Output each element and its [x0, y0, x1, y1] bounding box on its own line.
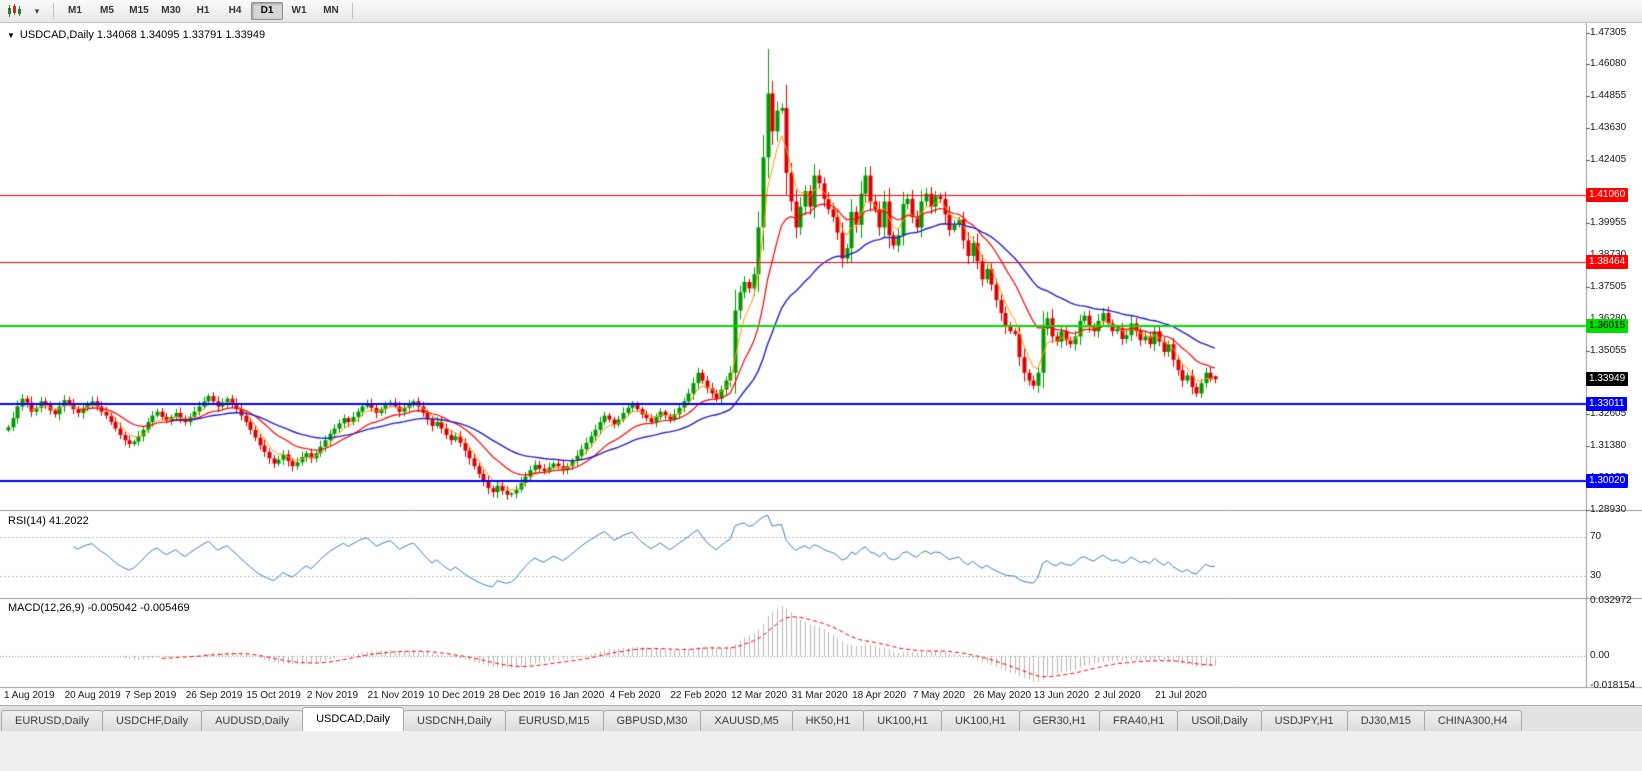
- timeframe-button-m30[interactable]: M30: [161, 5, 181, 16]
- date-axis-label: 15 Oct 2019: [246, 690, 301, 701]
- chart-tab-uk100-h1[interactable]: UK100,H1: [941, 710, 1020, 731]
- price-axis-tick: 1.28930: [1590, 503, 1627, 515]
- rsi-axis-tick: 30: [1590, 569, 1602, 581]
- chart-tab-uk100-h1[interactable]: UK100,H1: [863, 710, 943, 731]
- date-axis-label: 1 Aug 2019: [4, 690, 55, 701]
- date-axis-label: 13 Jun 2020: [1033, 690, 1089, 701]
- chart-tab-eurusd-m15[interactable]: EURUSD,M15: [504, 710, 604, 731]
- price-axis-tick: 1.38730: [1590, 249, 1626, 261]
- hline-price-tag: 1.33011: [1586, 396, 1628, 411]
- chart-tab-gbpusd-m30[interactable]: GBPUSD,M30: [602, 710, 702, 731]
- price-axis-tick: 1.35055: [1590, 344, 1627, 356]
- date-axis-label: 31 Mar 2020: [791, 690, 848, 701]
- chart-tab-xauusd-m5[interactable]: XAUUSD,M5: [700, 710, 793, 731]
- date-axis-label: 22 Feb 2020: [670, 690, 727, 701]
- chart-tab-audusd-daily[interactable]: AUDUSD,Daily: [201, 710, 304, 731]
- price-axis-tick: 1.44855: [1590, 90, 1627, 102]
- toolbar-separator: [352, 3, 353, 19]
- macd-axis-tick: -0.018154: [1590, 680, 1636, 692]
- timeframe-button-group: M1 M5 M15 M30 H1 H4 D1 W1 MN: [59, 2, 347, 20]
- chart-type-icon[interactable]: [3, 2, 25, 20]
- date-axis-label: 7 Sep 2019: [125, 690, 177, 701]
- top-toolbar: ▾ M1 M5 M15 M30 H1 H4 D1 W1 MN: [0, 0, 1642, 23]
- current-price-tag: 1.33949: [1586, 372, 1629, 387]
- price-axis-tick: 1.37505: [1590, 280, 1627, 292]
- price-axis-tick: 1.31380: [1590, 439, 1627, 451]
- hline-price-tag: 1.36015: [1586, 318, 1629, 333]
- price-axis-tick: 1.36280: [1590, 313, 1626, 325]
- date-axis-label: 10 Dec 2019: [428, 690, 485, 701]
- rsi-label: RSI(14) 41.2022: [8, 515, 89, 527]
- date-axis-label: 28 Dec 2019: [488, 690, 546, 701]
- price-axis-tick: 1.39955: [1590, 217, 1627, 229]
- date-axis-label: 12 Mar 2020: [730, 690, 788, 701]
- price-axis-tick: 1.46080: [1590, 58, 1627, 70]
- date-axis-label: 4 Feb 2020: [609, 690, 661, 701]
- price-axis-tick: 1.43630: [1590, 122, 1627, 134]
- price-axis-tick: 1.47305: [1590, 26, 1627, 38]
- date-axis-label: 20 Aug 2019: [64, 690, 121, 701]
- timeframe-button-h4[interactable]: H4: [228, 5, 242, 16]
- timeframe-button-m15[interactable]: M15: [129, 5, 149, 16]
- chart-tab-hk50-h1[interactable]: HK50,H1: [791, 710, 865, 731]
- macd-axis-tick: 0.00: [1590, 649, 1610, 661]
- chart-panel: ▼ USDCAD,Daily 1.34068 1.34095 1.33791 1…: [0, 23, 1642, 705]
- timeframe-button-mn[interactable]: MN: [323, 5, 339, 16]
- chart-tab-usdchf-daily[interactable]: USDCHF,Daily: [101, 710, 203, 731]
- chart-tab-dj30-m15[interactable]: DJ30,M15: [1346, 710, 1425, 731]
- date-axis-label: 26 May 2020: [973, 690, 1032, 701]
- chart-tab-usdjpy-h1[interactable]: USDJPY,H1: [1260, 710, 1348, 731]
- timeframe-button-m5[interactable]: M5: [100, 5, 114, 16]
- hline-price-tag: 1.38464: [1586, 255, 1629, 270]
- candlestick-glyph: [8, 4, 21, 17]
- chart-tab-bar: EURUSD,Daily USDCHF,Daily AUDUSD,Daily USDC…: [0, 705, 1642, 731]
- chart-canvas[interactable]: [0, 23, 1642, 705]
- chart-tab-eurusd-daily[interactable]: EURUSD,Daily: [1, 710, 103, 731]
- toolbar-separator: [53, 3, 54, 19]
- chart-tab-china300-h4[interactable]: CHINA300,H4: [1423, 710, 1522, 731]
- macd-axis-tick: 0.032972: [1590, 594, 1632, 606]
- date-axis-label: 21 Nov 2019: [367, 690, 425, 701]
- date-axis-label: 18 Apr 2020: [852, 690, 907, 701]
- chart-tab-usdcad-daily[interactable]: USDCAD,Daily: [302, 707, 405, 731]
- chart-ohlc-text: USDCAD,Daily 1.34068 1.34095 1.33791 1.3…: [19, 29, 266, 41]
- chart-tab-usoil-daily[interactable]: USOil,Daily: [1177, 710, 1262, 731]
- chart-tab-usdcnh-daily[interactable]: USDCNH,Daily: [403, 710, 506, 731]
- timeframe-button-d1[interactable]: D1: [251, 2, 283, 20]
- timeframe-button-m1[interactable]: M1: [68, 5, 82, 16]
- chart-tab-ger30-h1[interactable]: GER30,H1: [1018, 710, 1100, 731]
- date-axis-label: 26 Sep 2019: [185, 690, 243, 701]
- timeframe-button-h1[interactable]: H1: [196, 5, 210, 16]
- collapse-icon[interactable]: ▼: [7, 30, 15, 40]
- date-axis-label: 2 Jul 2020: [1094, 690, 1141, 701]
- date-axis-label: 7 May 2020: [912, 690, 965, 701]
- date-axis-label: 21 Jul 2020: [1155, 690, 1207, 701]
- rsi-axis-tick: 70: [1590, 531, 1602, 543]
- date-axis-label: 16 Jan 2020: [549, 690, 605, 701]
- mt4-window: ▾ M1 M5 M15 M30 H1 H4 D1 W1 MN ▼ USDCAD,Daily 1.…: [0, 0, 1642, 731]
- hline-price-tag: 1.41060: [1586, 187, 1629, 202]
- timeframe-button-w1[interactable]: W1: [291, 5, 307, 16]
- chart-title: ▼ USDCAD,Daily 1.34068 1.34095 1.33791 1…: [7, 29, 265, 41]
- hline-price-tag: 1.30020: [1586, 474, 1629, 489]
- date-axis-label: 2 Nov 2019: [306, 690, 359, 701]
- price-axis-tick: 1.42405: [1590, 153, 1627, 165]
- chart-tab-fra40-h1[interactable]: FRA40,H1: [1098, 710, 1179, 731]
- macd-label: MACD(12,26,9) -0.005042 -0.005469: [8, 602, 190, 614]
- price-axis-tick: 1.32605: [1590, 408, 1627, 420]
- chart-type-caret-icon[interactable]: ▾: [34, 5, 40, 16]
